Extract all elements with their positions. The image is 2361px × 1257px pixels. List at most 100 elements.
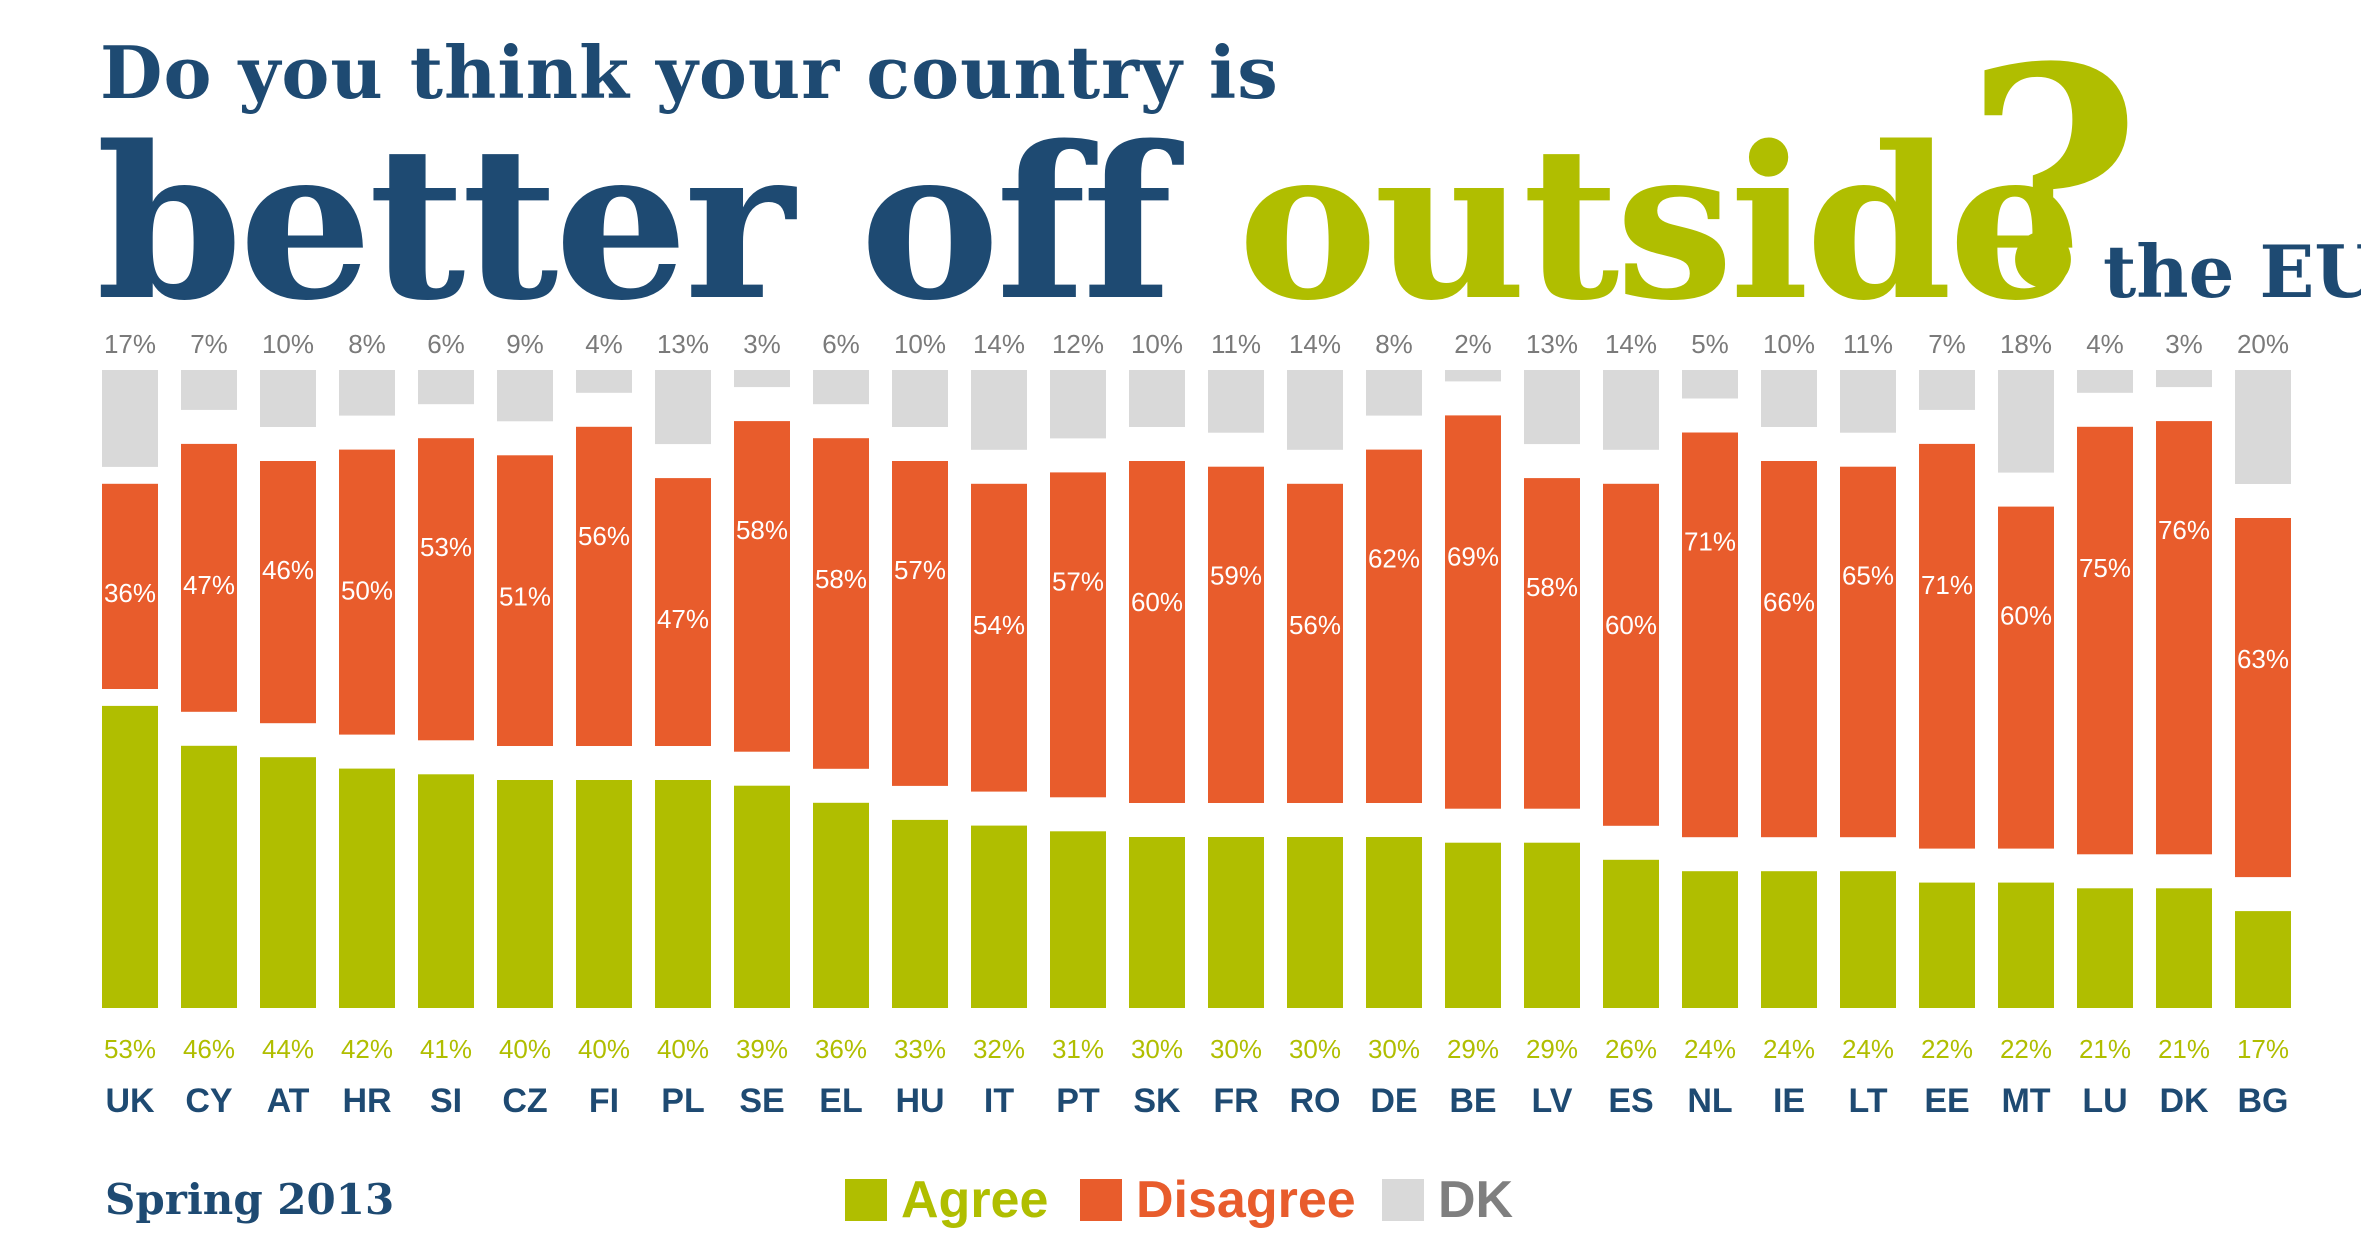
dk-bar-es — [1603, 370, 1659, 450]
agree-value-de: 30% — [1368, 1034, 1420, 1064]
disagree-bar-fr — [1208, 466, 1264, 803]
agree-bar-uk — [102, 705, 158, 1008]
disagree-bar-nl — [1682, 432, 1738, 838]
disagree-value-dk: 76% — [2158, 515, 2210, 545]
dk-value-mt: 18% — [2000, 329, 2052, 359]
legend-dk-swatch — [1382, 1179, 1424, 1221]
agree-bar-lt — [1840, 871, 1896, 1008]
agree-value-ie: 24% — [1763, 1034, 1815, 1064]
agree-bar-lv — [1524, 842, 1580, 1008]
dk-value-se: 3% — [743, 329, 781, 359]
dk-value-lu: 4% — [2086, 329, 2124, 359]
disagree-value-nl: 71% — [1684, 527, 1736, 557]
dk-value-cz: 9% — [506, 329, 544, 359]
dk-bar-sk — [1129, 370, 1185, 427]
agree-bar-be — [1445, 842, 1501, 1008]
dk-bar-mt — [1998, 370, 2054, 473]
agree-value-pl: 40% — [657, 1034, 709, 1064]
agree-value-dk: 21% — [2158, 1034, 2210, 1064]
disagree-bar-bg — [2235, 518, 2291, 878]
country-label-ro: RO — [1290, 1082, 1341, 1120]
disagree-value-hr: 50% — [341, 576, 393, 606]
disagree-value-de: 62% — [1368, 544, 1420, 574]
country-label-lt: LT — [1848, 1082, 1887, 1120]
agree-value-fr: 30% — [1210, 1034, 1262, 1064]
country-label-be: BE — [1449, 1082, 1496, 1120]
disagree-value-ee: 71% — [1921, 570, 1973, 600]
agree-bar-pt — [1050, 831, 1106, 1008]
agree-bar-pl — [655, 780, 711, 1008]
agree-value-fi: 40% — [578, 1034, 630, 1064]
disagree-bar-ie — [1761, 461, 1817, 838]
disagree-value-uk: 36% — [104, 578, 156, 608]
disagree-value-it: 54% — [973, 610, 1025, 640]
disagree-bar-ee — [1919, 443, 1975, 849]
dk-value-pl: 13% — [657, 329, 709, 359]
agree-value-ee: 22% — [1921, 1034, 1973, 1064]
dk-bar-si — [418, 370, 474, 405]
disagree-bar-lt — [1840, 466, 1896, 838]
agree-value-lu: 21% — [2079, 1034, 2131, 1064]
dk-bar-hu — [892, 370, 948, 427]
agree-bar-se — [734, 785, 790, 1008]
dk-bar-cz — [497, 370, 553, 422]
disagree-value-pl: 47% — [657, 604, 709, 634]
dk-bar-ee — [1919, 370, 1975, 410]
title-question-line: Do you think your country is — [100, 30, 1279, 115]
agree-bar-bg — [2235, 911, 2291, 1008]
dk-bar-fr — [1208, 370, 1264, 433]
agree-bar-si — [418, 774, 474, 1008]
disagree-value-lt: 65% — [1842, 561, 1894, 591]
country-label-hu: HU — [895, 1082, 944, 1120]
country-label-uk: UK — [105, 1082, 155, 1120]
dk-bar-it — [971, 370, 1027, 450]
disagree-value-sk: 60% — [1131, 587, 1183, 617]
agree-value-si: 41% — [420, 1034, 472, 1064]
agree-bar-cy — [181, 745, 237, 1008]
disagree-bar-de — [1366, 449, 1422, 803]
legend-agree: Agree — [845, 1170, 1048, 1230]
disagree-bar-at — [260, 461, 316, 724]
agree-bar-lu — [2077, 888, 2133, 1008]
agree-value-be: 29% — [1447, 1034, 1499, 1064]
country-label-se: SE — [739, 1082, 784, 1120]
disagree-bar-pt — [1050, 472, 1106, 798]
agree-value-hu: 33% — [894, 1034, 946, 1064]
disagree-value-pt: 57% — [1052, 566, 1104, 596]
agree-bar-at — [260, 757, 316, 1008]
dk-value-hu: 10% — [894, 329, 946, 359]
legend-disagree: Disagree — [1080, 1170, 1356, 1230]
dk-bar-pl — [655, 370, 711, 445]
dk-value-pt: 12% — [1052, 329, 1104, 359]
country-label-fi: FI — [589, 1082, 619, 1120]
dk-bar-ro — [1287, 370, 1343, 450]
title-better-off: better off — [96, 100, 1173, 347]
country-label-sk: SK — [1133, 1082, 1181, 1120]
agree-value-se: 39% — [736, 1034, 788, 1064]
dk-bar-el — [813, 370, 869, 405]
disagree-bar-se — [734, 421, 790, 752]
dk-bar-nl — [1682, 370, 1738, 399]
dk-value-uk: 17% — [104, 329, 156, 359]
disagree-value-cy: 47% — [183, 570, 235, 600]
legend-agree-label: Agree — [901, 1171, 1049, 1229]
country-label-el: EL — [819, 1082, 862, 1120]
dk-value-at: 10% — [262, 329, 314, 359]
dk-value-ie: 10% — [1763, 329, 1815, 359]
agree-bar-hu — [892, 819, 948, 1008]
country-label-hr: HR — [342, 1082, 391, 1120]
dk-bar-dk — [2156, 370, 2212, 388]
country-label-it: IT — [984, 1082, 1014, 1120]
dk-value-si: 6% — [427, 329, 465, 359]
country-label-nl: NL — [1687, 1082, 1732, 1120]
dk-value-el: 6% — [822, 329, 860, 359]
agree-bar-it — [971, 825, 1027, 1008]
disagree-bar-dk — [2156, 421, 2212, 855]
agree-value-ro: 30% — [1289, 1034, 1341, 1064]
disagree-bar-be — [1445, 415, 1501, 809]
country-label-ee: EE — [1924, 1082, 1969, 1120]
disagree-value-bg: 63% — [2237, 644, 2289, 674]
dk-value-it: 14% — [973, 329, 1025, 359]
dk-bar-be — [1445, 370, 1501, 382]
disagree-value-es: 60% — [1605, 610, 1657, 640]
